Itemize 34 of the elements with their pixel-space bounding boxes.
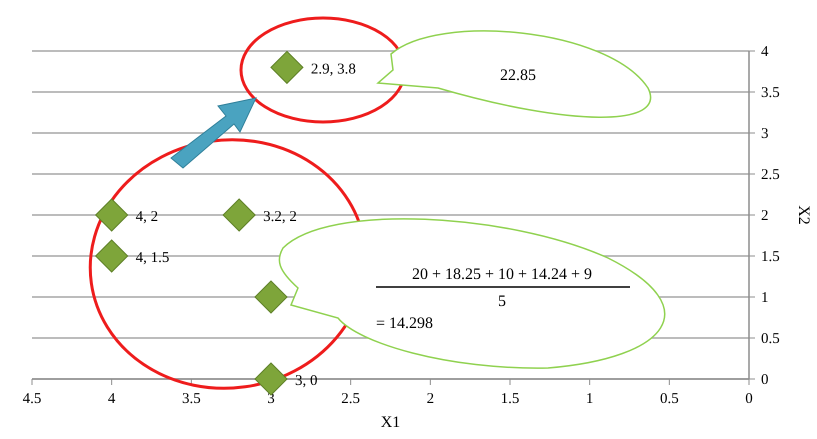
point <box>95 240 128 272</box>
point <box>95 198 128 232</box>
x-axis-title: X1 <box>380 414 400 431</box>
x-tick-label: 2 <box>426 391 434 407</box>
annotation: = 14.298 <box>376 315 434 332</box>
point <box>222 198 256 232</box>
x-tick-label: 4.5 <box>22 391 42 407</box>
data-label: 3.2, 2 <box>263 209 297 225</box>
y-tick-label: 4 <box>761 44 769 60</box>
data-label: 3, 0 <box>295 373 318 389</box>
point <box>254 280 288 314</box>
data-label: 4, 1.5 <box>136 250 170 266</box>
x-tick-label: 0.5 <box>660 391 679 407</box>
x-tick-label: 4 <box>108 391 116 407</box>
x-tick-label: 2.5 <box>341 391 360 407</box>
x-tick-label: 3.5 <box>182 391 201 407</box>
y-tick-label: 3.5 <box>761 85 780 101</box>
y-tick-label: 0.5 <box>761 331 780 347</box>
annotation: 5 <box>498 293 506 310</box>
y-tick-label: 0 <box>761 372 768 388</box>
y-tick-label: 2 <box>761 208 768 224</box>
x-tick-label: 0 <box>745 391 753 407</box>
annotation: 20 + 18.25 + 10 + 14.24 + 9 <box>412 266 592 283</box>
annotation: 22.85 <box>500 67 536 84</box>
x-tick-label: 1 <box>586 391 594 407</box>
y-tick-label: 3 <box>761 126 768 142</box>
y-tick-label: 2.5 <box>761 167 780 183</box>
x-tick-label: 1.5 <box>500 391 520 407</box>
y-tick-label: 1.5 <box>761 249 780 265</box>
point <box>270 50 304 84</box>
data-label: 4, 2 <box>136 209 158 225</box>
y-axis-title: X2 <box>795 205 812 225</box>
data-label: 2.9, 3.8 <box>310 61 356 78</box>
y-tick-label: 1 <box>761 290 768 306</box>
